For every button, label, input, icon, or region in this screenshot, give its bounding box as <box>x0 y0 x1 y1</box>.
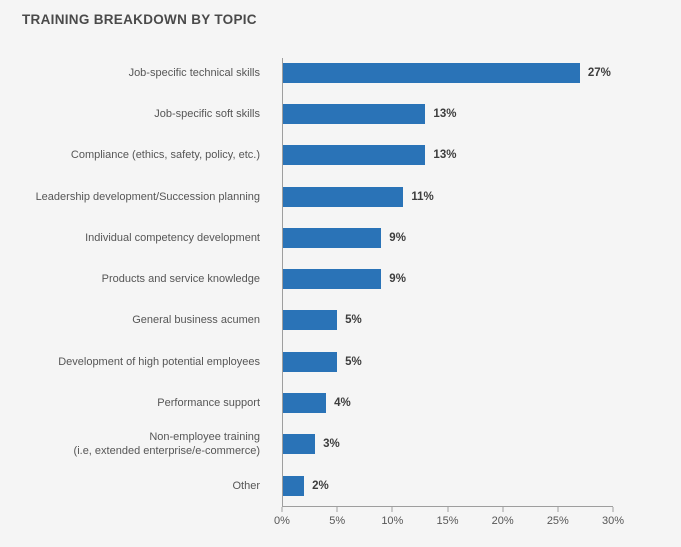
x-axis-tick-label: 10% <box>381 515 404 528</box>
category-label: Job-specific soft skills <box>154 107 260 120</box>
category-label: Other <box>232 479 260 492</box>
bar <box>282 310 338 331</box>
bar-track: 27% <box>282 52 613 93</box>
y-axis-line <box>282 58 283 507</box>
value-label: 13% <box>433 107 457 120</box>
x-axis-tick-label: 20% <box>491 515 514 528</box>
bar-track: 5% <box>282 341 613 382</box>
value-label: 4% <box>334 397 351 410</box>
value-label: 3% <box>323 438 340 451</box>
category-label: Individual competency development <box>85 231 260 244</box>
bar-track: 5% <box>282 300 613 341</box>
bar <box>282 145 426 166</box>
x-axis-tick <box>557 507 559 513</box>
x-axis-tick <box>281 507 283 513</box>
bar-track: 13% <box>282 135 613 176</box>
chart-row: Leadership development/Succession planni… <box>0 176 613 217</box>
x-axis: 0% 5% 10% 15% 20% 25% 30% <box>274 506 624 540</box>
chart-row: Individual competency development 9% <box>0 217 613 258</box>
bar-track: 3% <box>282 424 613 465</box>
category-label: Job-specific technical skills <box>128 66 260 79</box>
bar <box>282 103 426 124</box>
chart-row: Development of high potential employees 5… <box>0 341 613 382</box>
bar <box>282 62 580 83</box>
category-label: Performance support <box>157 397 260 410</box>
category-label: Products and service knowledge <box>101 273 260 286</box>
x-axis-tick <box>336 507 338 513</box>
category-label: Leadership development/Succession planni… <box>35 190 260 203</box>
value-label: 9% <box>389 273 406 286</box>
value-label: 5% <box>345 314 362 327</box>
x-axis-tick <box>447 507 448 513</box>
bar-track: 13% <box>282 93 613 134</box>
bar-track: 9% <box>282 217 613 258</box>
chart-row: Products and service knowledge 9% <box>0 258 613 299</box>
chart-row: Performance support 4% <box>0 382 613 423</box>
value-label: 5% <box>345 355 362 368</box>
bar <box>282 434 316 455</box>
bar-chart: Job-specific technical skills 27% Job-spec… <box>0 52 624 540</box>
category-label: Non-employee training (i.e, extended ent… <box>73 431 260 458</box>
category-label: General business acumen <box>132 314 260 327</box>
x-axis-tick <box>502 507 504 513</box>
chart-row: General business acumen 5% <box>0 300 613 341</box>
chart-row: Job-specific technical skills 27% <box>0 52 613 93</box>
value-label: 13% <box>433 149 457 162</box>
category-label: Development of high potential employees <box>58 355 260 368</box>
chart-title: TRAINING BREAKDOWN BY TOPIC <box>22 12 257 27</box>
bar <box>282 186 404 207</box>
bar <box>282 269 382 290</box>
chart-row: Other 2% <box>0 465 613 506</box>
bar <box>282 227 382 248</box>
bar <box>282 351 338 372</box>
x-axis-tick-label: 25% <box>546 515 569 528</box>
x-axis-tick <box>391 507 393 513</box>
x-axis-tick <box>612 507 614 513</box>
value-label: 11% <box>411 190 434 203</box>
chart-row: Compliance (ethics, safety, policy, etc.… <box>0 135 613 176</box>
bar <box>282 475 305 496</box>
value-label: 2% <box>312 479 329 492</box>
x-axis-tick-label: 0% <box>274 515 290 528</box>
value-label: 27% <box>587 66 611 79</box>
x-axis-tick-label: 15% <box>436 515 459 528</box>
bar-track: 11% <box>282 176 613 217</box>
chart-row: Non-employee training (i.e, extended ent… <box>0 424 613 465</box>
chart-rows: Job-specific technical skills 27% Job-spec… <box>0 52 613 507</box>
x-axis-tick-label: 5% <box>329 515 346 528</box>
chart-row: Job-specific soft skills 13% <box>0 93 613 134</box>
value-label: 9% <box>389 231 406 244</box>
bar-track: 4% <box>282 382 613 423</box>
category-label: Compliance (ethics, safety, policy, etc.… <box>70 149 260 162</box>
bar-track: 2% <box>282 465 613 506</box>
bar-track: 9% <box>282 258 613 299</box>
x-axis-tick-label: 30% <box>601 515 625 528</box>
bar <box>282 393 327 414</box>
